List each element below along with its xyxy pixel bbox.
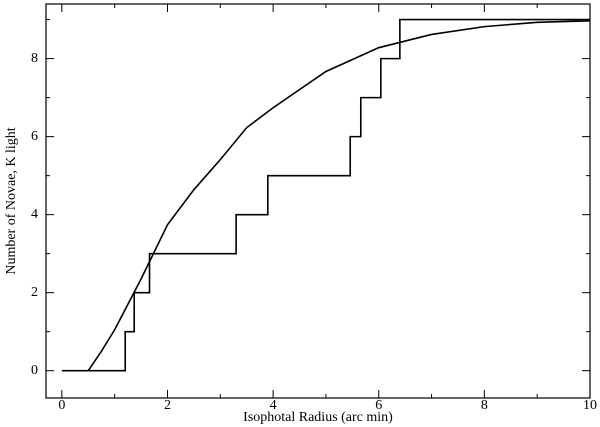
- y-tick-label: 4: [31, 207, 38, 222]
- step-line: [61, 18, 590, 372]
- x-axis-label: Isophotal Radius (arc min): [243, 410, 393, 425]
- x-tick-label: 0: [58, 398, 65, 413]
- x-tick-label: 4: [270, 398, 277, 413]
- x-tick-label: 6: [375, 398, 382, 413]
- x-tick-label: 2: [164, 398, 171, 413]
- plot-frame: [45, 3, 591, 399]
- x-tick-label: 8: [481, 398, 488, 413]
- y-tick-label: 0: [31, 363, 38, 378]
- y-tick-label: 2: [31, 285, 38, 300]
- curve-line: [87, 19, 591, 372]
- x-tick-label: 10: [583, 398, 597, 413]
- y-axis-label: Number of Novae, K light: [4, 127, 19, 274]
- y-tick-label: 8: [31, 51, 38, 66]
- y-tick-label: 6: [31, 129, 38, 144]
